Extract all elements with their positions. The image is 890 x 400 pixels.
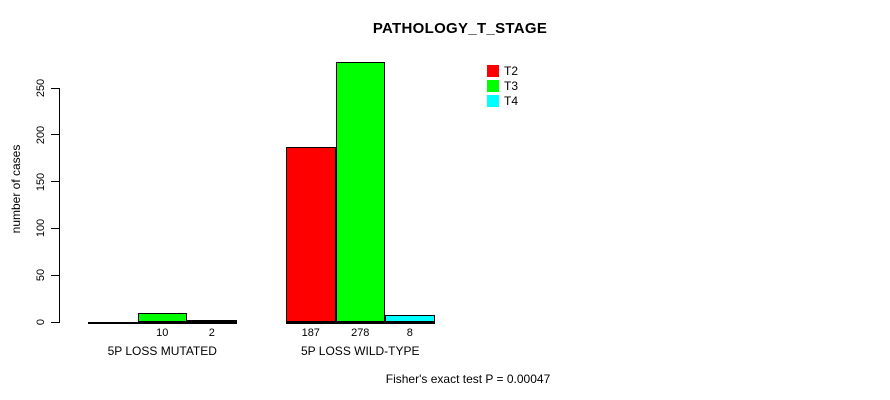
bar-value-label: 278 bbox=[351, 327, 370, 339]
legend-swatch-T3 bbox=[487, 79, 499, 92]
legend-item-T3: T3 bbox=[487, 79, 518, 92]
y-axis-tick bbox=[51, 274, 59, 276]
category-label: 5P LOSS WILD-TYPE bbox=[301, 344, 420, 358]
category-label: 5P LOSS MUTATED bbox=[107, 344, 217, 358]
legend-swatch-T2 bbox=[487, 64, 499, 77]
bar-T4 bbox=[385, 314, 435, 322]
legend: T2 T3 T4 bbox=[487, 64, 518, 109]
bar-value-label: 187 bbox=[301, 327, 320, 339]
bar-T3 bbox=[137, 312, 187, 322]
y-axis-tick bbox=[51, 321, 59, 323]
legend-label: T3 bbox=[504, 78, 519, 93]
chart-title: PATHOLOGY_T_STAGE bbox=[372, 20, 548, 37]
y-axis-tick bbox=[51, 227, 59, 229]
legend-item-T2: T2 bbox=[487, 64, 518, 77]
bar-value-label: 2 bbox=[208, 327, 215, 339]
bar-value-label: 8 bbox=[406, 327, 413, 339]
bar-value-label: 10 bbox=[156, 327, 169, 339]
bar-T4 bbox=[187, 320, 237, 323]
y-axis-tick bbox=[51, 181, 59, 183]
legend-label: T2 bbox=[504, 63, 519, 78]
y-axis-tick bbox=[51, 134, 59, 136]
y-axis-line bbox=[59, 88, 60, 323]
bar-T3 bbox=[335, 61, 385, 322]
bar-T2 bbox=[286, 146, 336, 322]
legend-item-T4: T4 bbox=[487, 94, 518, 107]
group-baseline bbox=[286, 322, 435, 324]
y-axis-tick bbox=[51, 87, 59, 89]
legend-label: T4 bbox=[504, 93, 519, 108]
y-tick-label: 100 bbox=[35, 219, 47, 238]
group-baseline bbox=[88, 322, 237, 324]
y-axis-label: number of cases bbox=[9, 144, 23, 234]
y-tick-label: 50 bbox=[35, 269, 47, 282]
y-tick-label: 150 bbox=[35, 172, 47, 191]
y-tick-label: 250 bbox=[35, 78, 47, 98]
y-tick-label: 200 bbox=[35, 125, 47, 144]
y-tick-label: 0 bbox=[35, 318, 47, 326]
legend-swatch-T4 bbox=[487, 94, 499, 107]
statistical-test-note: Fisher's exact test P = 0.00047 bbox=[385, 372, 551, 386]
